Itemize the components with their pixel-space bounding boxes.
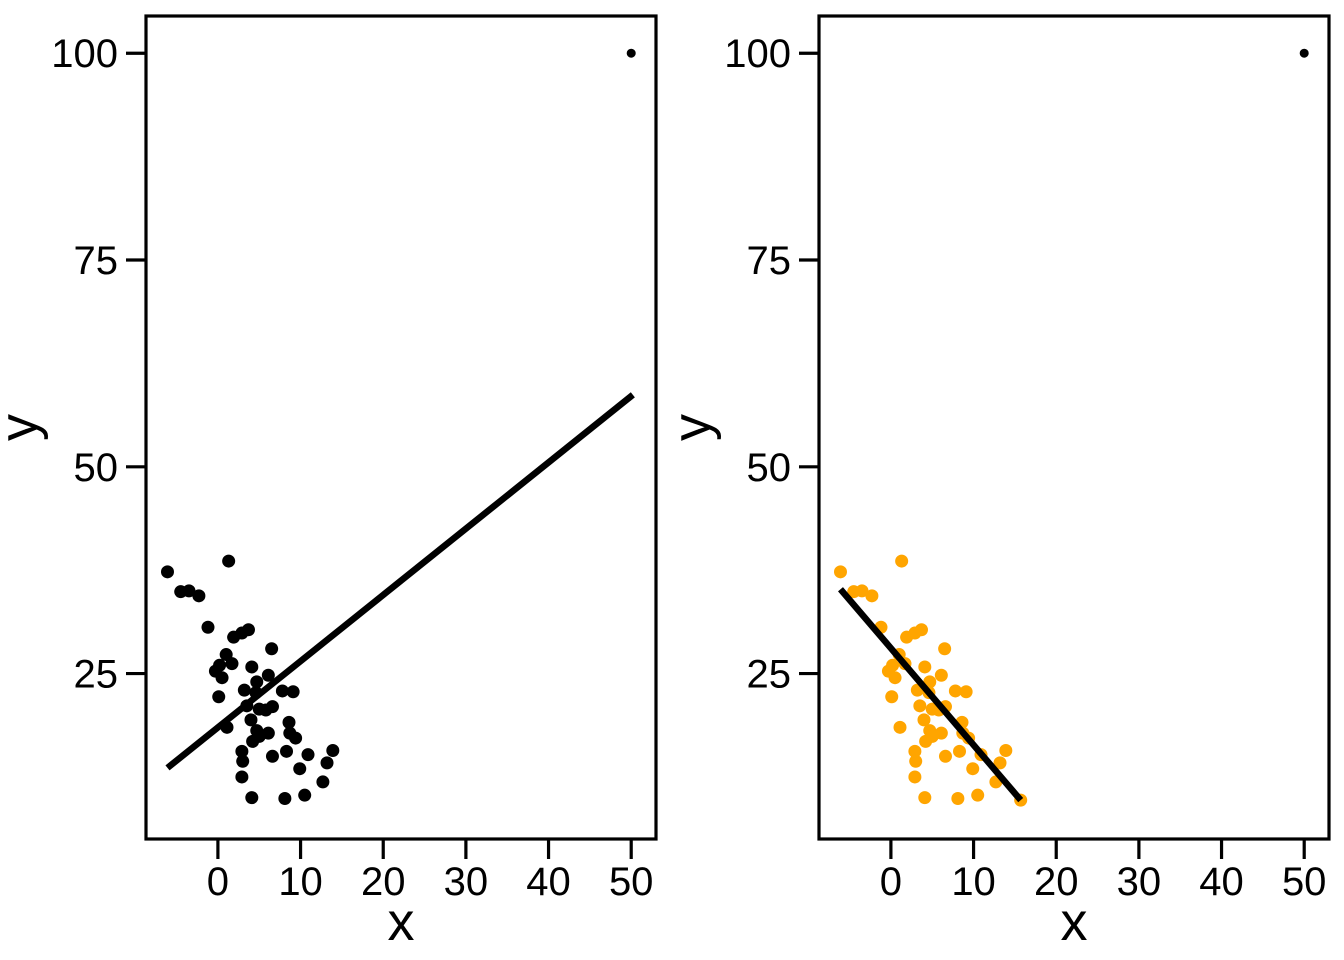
data-point	[293, 762, 307, 776]
x-axis-title: x	[1061, 892, 1088, 952]
data-point	[235, 770, 249, 784]
data-point	[222, 554, 236, 568]
data-point	[160, 565, 174, 579]
regression-line	[838, 587, 1024, 803]
data-point	[948, 684, 962, 698]
data-point	[938, 642, 952, 656]
left-panel: 0 10 20 30 40 50 25 50 75 100 x y	[0, 14, 658, 952]
panel-border	[144, 14, 658, 841]
data-point	[201, 620, 215, 634]
data-point	[280, 744, 294, 758]
y-tick-label: 50	[74, 446, 119, 490]
data-point	[212, 690, 226, 704]
data-point	[908, 770, 922, 784]
data-point	[265, 700, 279, 714]
data-point	[289, 731, 303, 745]
data-point	[959, 685, 973, 699]
data-point	[320, 756, 334, 770]
data-point	[235, 744, 249, 758]
data-point	[885, 690, 899, 704]
data-point	[182, 584, 196, 598]
x-axis-title: x	[388, 892, 415, 952]
y-tick-label: 100	[724, 32, 791, 76]
y-tick-label: 75	[747, 239, 792, 283]
y-tick-label: 25	[74, 653, 119, 697]
y-tick-label: 75	[74, 239, 119, 283]
data-point	[192, 589, 206, 603]
x-tick-label: 30	[1117, 860, 1162, 904]
data-point	[245, 791, 259, 805]
data-point	[913, 699, 927, 713]
x-tick-label: 10	[951, 860, 996, 904]
data-point	[914, 623, 928, 637]
data-point	[833, 565, 847, 579]
data-point	[908, 744, 922, 758]
data-point	[278, 791, 292, 805]
data-point	[971, 788, 985, 802]
data-point	[316, 775, 330, 789]
data-point	[326, 743, 340, 757]
x-tick-label: 20	[361, 860, 406, 904]
outlier-point	[1299, 48, 1309, 58]
data-point	[966, 762, 980, 776]
data-point	[265, 642, 279, 656]
y-axis-title: y	[662, 414, 722, 441]
data-point	[953, 744, 967, 758]
x-tick-label: 40	[1199, 860, 1244, 904]
data-point	[938, 749, 952, 763]
data-point	[265, 749, 279, 763]
right-panel: 0 10 20 30 40 50 25 50 75 100 x y	[662, 14, 1331, 952]
data-point	[918, 791, 932, 805]
x-tick-label: 10	[278, 860, 323, 904]
data-point	[244, 713, 258, 727]
y-tick-label: 25	[747, 653, 792, 697]
y-tick-label: 100	[51, 32, 118, 76]
data-point	[261, 668, 275, 682]
data-point	[934, 726, 948, 740]
y-tick-label: 50	[747, 446, 792, 490]
data-point	[917, 713, 931, 727]
x-tick-label: 20	[1034, 860, 1079, 904]
data-point	[855, 584, 869, 598]
data-point	[993, 756, 1007, 770]
data-point	[298, 788, 312, 802]
regression-line	[165, 392, 635, 771]
data-point	[934, 668, 948, 682]
x-tick-label: 0	[207, 860, 229, 904]
data-point	[893, 720, 907, 734]
data-point	[282, 715, 296, 729]
data-point	[275, 684, 289, 698]
data-point	[236, 754, 250, 768]
data-point	[909, 754, 923, 768]
panel-border	[817, 14, 1331, 841]
data-point	[951, 791, 965, 805]
data-point	[245, 660, 259, 674]
data-point	[237, 683, 251, 697]
outlier-point	[626, 48, 636, 58]
x-tick-label: 50	[1282, 860, 1327, 904]
data-point	[888, 671, 902, 685]
data-point	[895, 554, 909, 568]
data-point	[215, 671, 229, 685]
data-point	[241, 623, 255, 637]
x-tick-label: 50	[609, 860, 654, 904]
data-point	[225, 657, 239, 671]
data-point	[250, 675, 264, 689]
x-tick-label: 0	[880, 860, 902, 904]
data-point	[865, 589, 879, 603]
x-tick-label: 30	[444, 860, 489, 904]
y-axis-title: y	[0, 414, 49, 441]
data-point	[286, 685, 300, 699]
x-tick-label: 40	[526, 860, 571, 904]
data-point	[918, 660, 932, 674]
data-point	[999, 743, 1013, 757]
data-point	[261, 726, 275, 740]
data-point	[301, 748, 315, 762]
